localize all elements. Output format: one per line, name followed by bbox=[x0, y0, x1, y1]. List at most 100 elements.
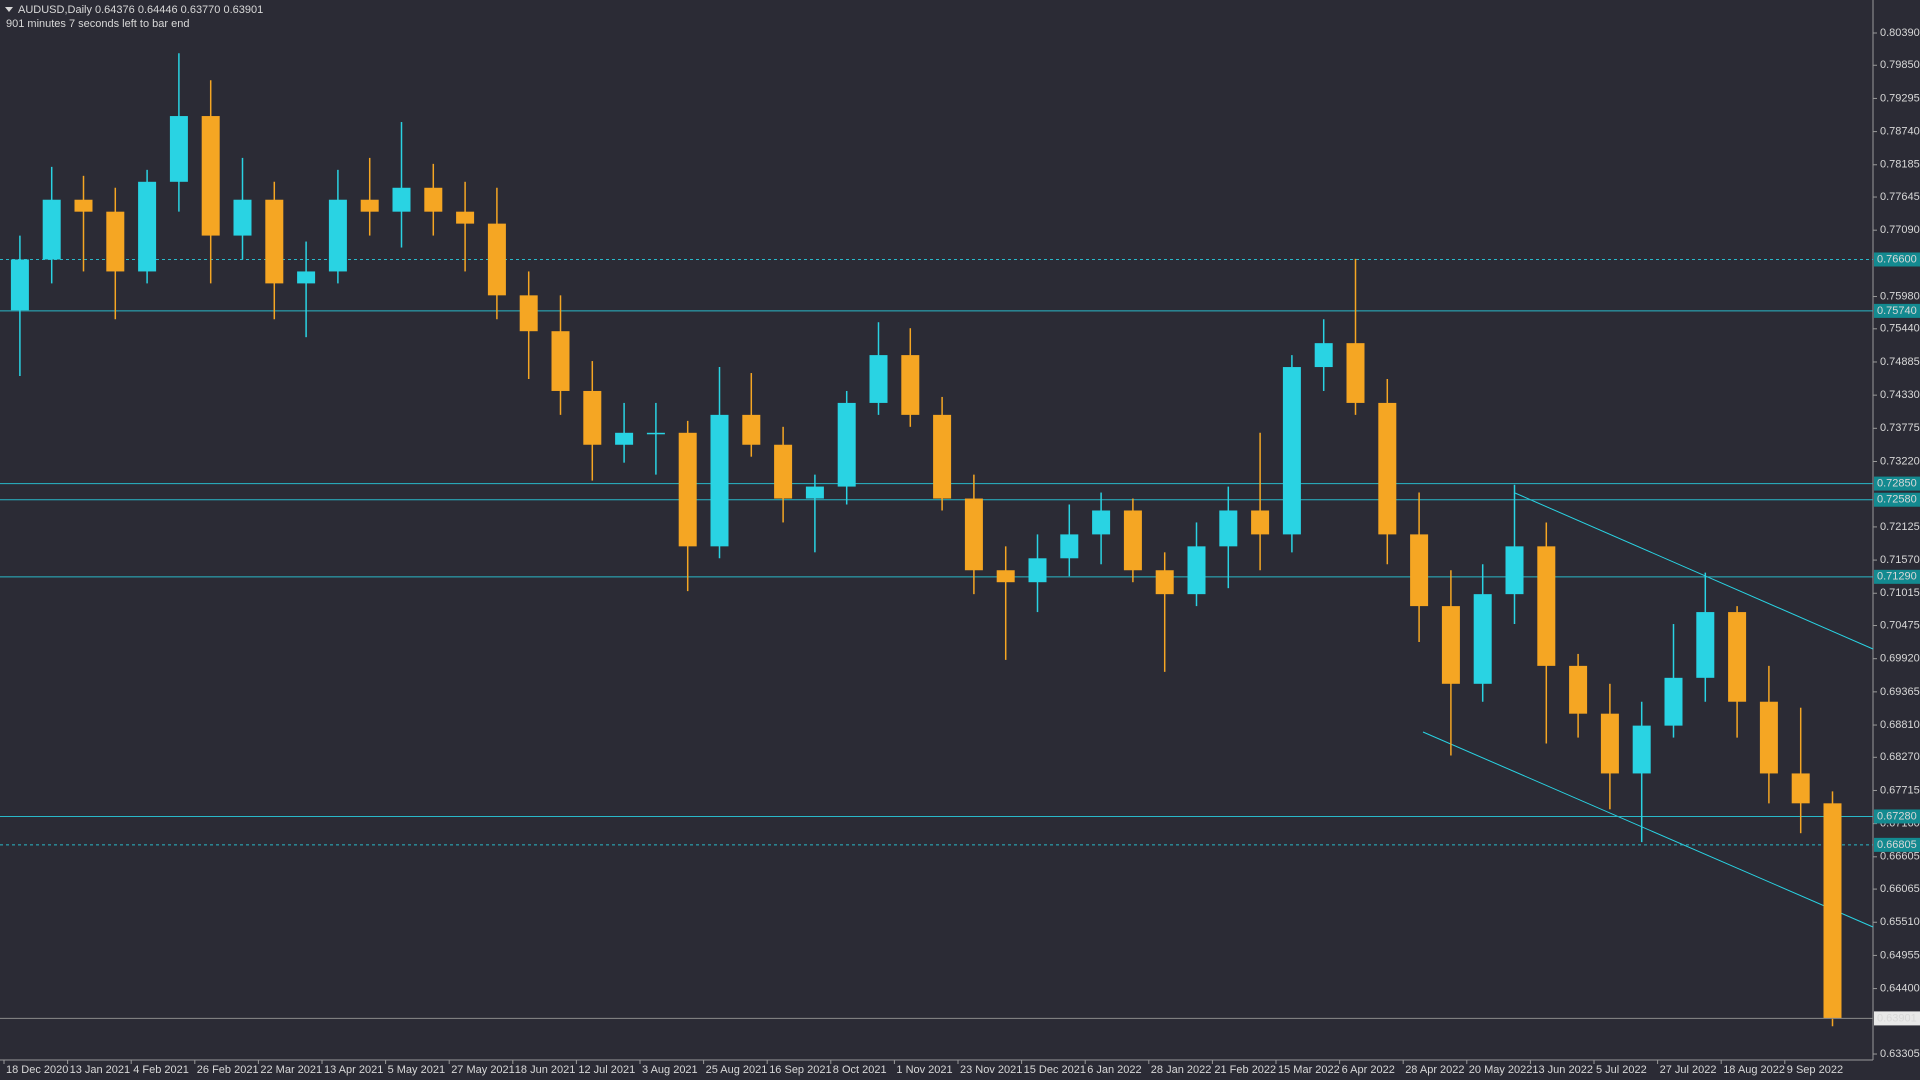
x-tick-label: 1 Nov 2021 bbox=[896, 1064, 952, 1076]
level-label: 0.67280 bbox=[1877, 810, 1917, 822]
candle-body bbox=[360, 199, 379, 212]
candle-body bbox=[1600, 713, 1619, 774]
y-tick-label: 0.63305 bbox=[1880, 1048, 1920, 1060]
y-tick-label: 0.66605 bbox=[1880, 851, 1920, 863]
candle-body bbox=[169, 116, 188, 182]
y-tick-label: 0.77090 bbox=[1880, 224, 1920, 236]
x-tick-label: 15 Dec 2021 bbox=[1024, 1064, 1086, 1076]
y-tick-label: 0.64400 bbox=[1880, 982, 1920, 994]
y-tick-label: 0.78740 bbox=[1880, 126, 1920, 138]
candle-body bbox=[1505, 546, 1524, 595]
y-tick-label: 0.70475 bbox=[1880, 619, 1920, 631]
x-tick-label: 5 Jul 2022 bbox=[1596, 1064, 1647, 1076]
candle-body bbox=[297, 271, 316, 284]
candle-body bbox=[869, 355, 888, 403]
candle-body bbox=[1378, 402, 1397, 535]
candle-body bbox=[996, 570, 1015, 583]
candle-body bbox=[1441, 606, 1460, 684]
candle-body bbox=[1155, 570, 1174, 595]
candle-body bbox=[487, 223, 506, 296]
candle-body bbox=[1092, 510, 1111, 535]
x-tick-label: 13 Apr 2021 bbox=[324, 1064, 383, 1076]
candle-body bbox=[42, 199, 61, 260]
candle-body bbox=[678, 432, 697, 547]
y-tick-label: 0.75440 bbox=[1880, 323, 1920, 335]
candle-body bbox=[1123, 510, 1142, 571]
candle-body bbox=[1314, 343, 1333, 368]
y-tick-label: 0.72125 bbox=[1880, 521, 1920, 533]
level-label-box bbox=[1874, 837, 1920, 852]
x-tick-label: 28 Apr 2022 bbox=[1405, 1064, 1464, 1076]
candle-body bbox=[1696, 612, 1715, 678]
y-tick-label: 0.78185 bbox=[1880, 159, 1920, 171]
candle-body bbox=[74, 199, 93, 212]
symbol-header: AUDUSD,Daily 0.64376 0.64446 0.63770 0.6… bbox=[18, 4, 263, 16]
candle-body bbox=[1569, 665, 1588, 714]
candle-body bbox=[424, 187, 443, 212]
x-tick-label: 18 Jun 2021 bbox=[515, 1064, 576, 1076]
candle-body bbox=[964, 498, 983, 571]
x-tick-label: 13 Jun 2022 bbox=[1532, 1064, 1593, 1076]
candle-body bbox=[265, 199, 284, 284]
x-tick-label: 8 Oct 2021 bbox=[833, 1064, 887, 1076]
channel-lower-line[interactable] bbox=[1422, 731, 1874, 928]
y-tick-label: 0.75980 bbox=[1880, 290, 1920, 302]
x-tick-label: 6 Apr 2022 bbox=[1342, 1064, 1395, 1076]
x-tick-label: 5 May 2021 bbox=[388, 1064, 445, 1076]
candle-body bbox=[1537, 546, 1556, 666]
y-tick-label: 0.66065 bbox=[1880, 883, 1920, 895]
candle-body bbox=[551, 331, 570, 391]
candle-body bbox=[1473, 594, 1492, 684]
candle-body bbox=[1823, 803, 1842, 1019]
candle-body bbox=[615, 432, 634, 445]
y-tick-label: 0.71015 bbox=[1880, 587, 1920, 599]
y-tick-label: 0.69920 bbox=[1880, 653, 1920, 665]
y-tick-label: 0.73775 bbox=[1880, 422, 1920, 434]
level-label-box bbox=[1874, 252, 1920, 267]
x-tick-label: 4 Feb 2021 bbox=[133, 1064, 189, 1076]
candle-body bbox=[710, 414, 729, 547]
level-label: 0.72580 bbox=[1877, 494, 1917, 506]
x-tick-label: 18 Dec 2020 bbox=[6, 1064, 68, 1076]
x-tick-label: 15 Mar 2022 bbox=[1278, 1064, 1340, 1076]
y-tick-label: 0.79850 bbox=[1880, 59, 1920, 71]
level-label-box bbox=[1874, 476, 1920, 491]
level-label: 0.75740 bbox=[1877, 305, 1917, 317]
candle-body bbox=[742, 414, 761, 445]
channel-upper-line[interactable] bbox=[1514, 492, 1874, 650]
x-tick-label: 21 Feb 2022 bbox=[1214, 1064, 1276, 1076]
candle-body bbox=[583, 390, 602, 445]
y-tick-label: 0.71570 bbox=[1880, 554, 1920, 566]
y-tick-label: 0.73220 bbox=[1880, 455, 1920, 467]
level-label-box bbox=[1874, 303, 1920, 318]
x-tick-label: 28 Jan 2022 bbox=[1151, 1064, 1212, 1076]
x-tick-label: 27 Jul 2022 bbox=[1660, 1064, 1717, 1076]
menu-arrow[interactable] bbox=[5, 7, 13, 12]
x-tick-label: 13 Jan 2021 bbox=[70, 1064, 131, 1076]
candle-body bbox=[328, 199, 347, 272]
candle-body bbox=[519, 295, 538, 332]
y-tick-label: 0.65510 bbox=[1880, 916, 1920, 928]
candle-body bbox=[1759, 701, 1778, 774]
level-label: 0.72850 bbox=[1877, 478, 1917, 490]
y-tick-label: 0.77645 bbox=[1880, 191, 1920, 203]
candle-body bbox=[392, 187, 411, 212]
candle-body bbox=[1060, 534, 1079, 559]
candle-body bbox=[837, 402, 856, 487]
candle-body bbox=[933, 414, 952, 499]
candle-body bbox=[106, 211, 125, 272]
bar-countdown: 901 minutes 7 seconds left to bar end bbox=[6, 18, 189, 30]
x-tick-label: 12 Jul 2021 bbox=[578, 1064, 635, 1076]
x-tick-label: 22 Mar 2021 bbox=[260, 1064, 322, 1076]
level-label-box bbox=[1874, 569, 1920, 584]
level-label: 0.66805 bbox=[1877, 839, 1917, 851]
candle-body bbox=[1410, 534, 1429, 607]
candle-body bbox=[901, 355, 920, 415]
x-tick-label: 18 Aug 2022 bbox=[1723, 1064, 1785, 1076]
current-price-label: 0.63901 bbox=[1877, 1012, 1917, 1024]
level-label: 0.71290 bbox=[1877, 571, 1917, 583]
candle-body bbox=[10, 259, 29, 311]
candle-body bbox=[646, 432, 665, 435]
